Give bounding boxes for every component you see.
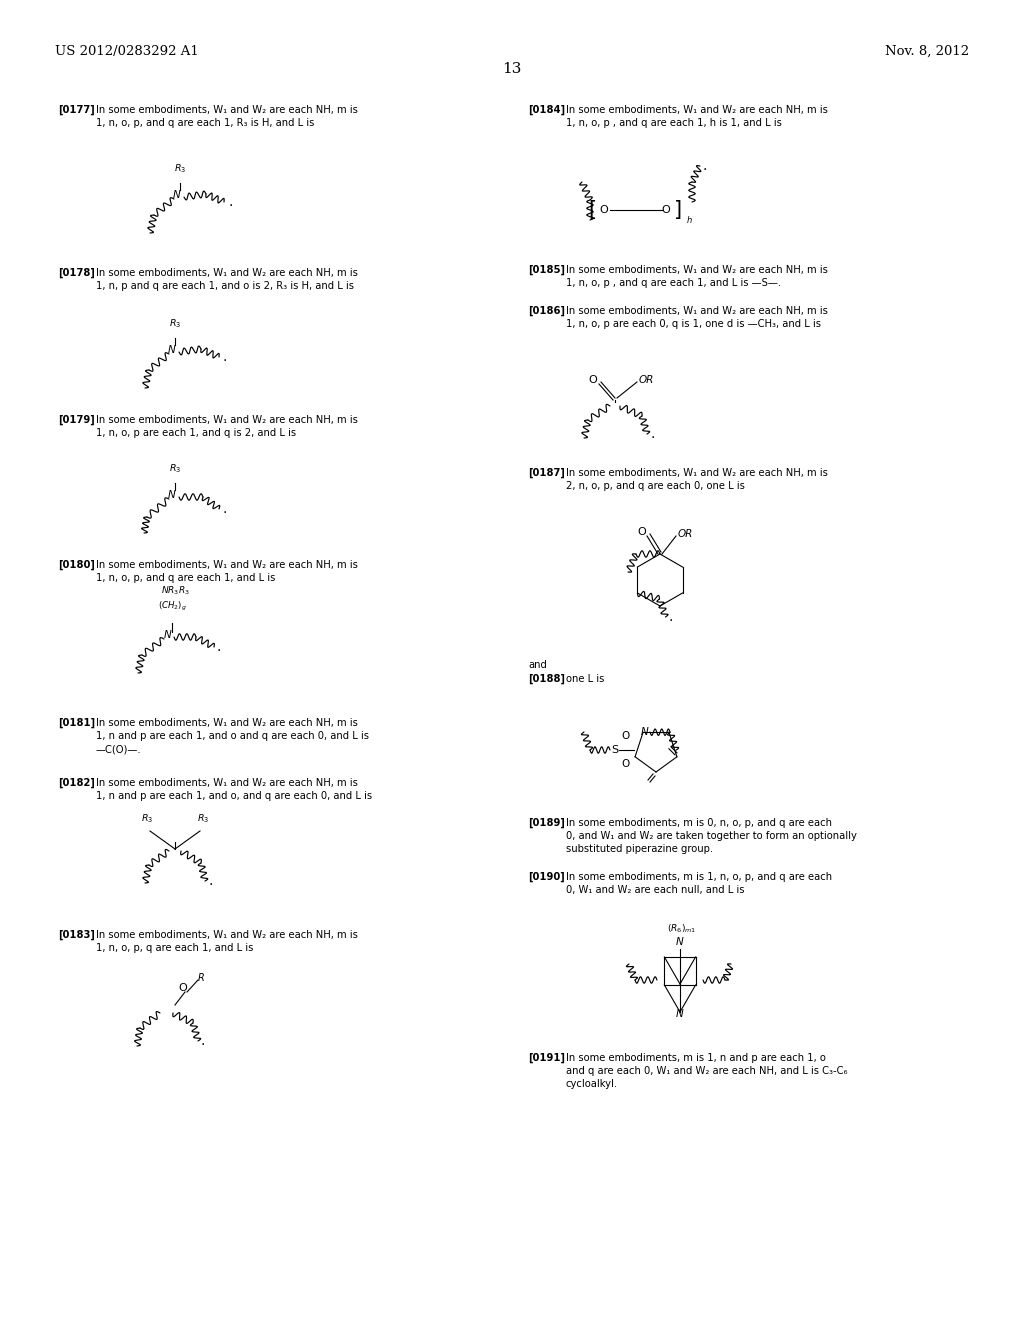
Text: [0179]: [0179] bbox=[58, 414, 95, 425]
Text: OR: OR bbox=[639, 375, 654, 385]
Text: In some embodiments, W₁ and W₂ are each NH, m is
1, n and p are each 1, and o an: In some embodiments, W₁ and W₂ are each … bbox=[96, 718, 369, 755]
Text: In some embodiments, W₁ and W₂ are each NH, m is
1, n, o, p , and q are each 1, : In some embodiments, W₁ and W₂ are each … bbox=[566, 265, 827, 288]
Text: O: O bbox=[600, 205, 608, 215]
Text: [0182]: [0182] bbox=[58, 777, 95, 788]
Text: [0177]: [0177] bbox=[58, 106, 95, 115]
Text: In some embodiments, m is 0, n, o, p, and q are each
0, and W₁ and W₂ are taken : In some embodiments, m is 0, n, o, p, an… bbox=[566, 818, 857, 854]
Text: In some embodiments, W₁ and W₂ are each NH, m is
1, n, o, p, and q are each 1, R: In some embodiments, W₁ and W₂ are each … bbox=[96, 106, 357, 128]
Text: N: N bbox=[676, 1008, 684, 1019]
Text: US 2012/0283292 A1: US 2012/0283292 A1 bbox=[55, 45, 199, 58]
Text: .: . bbox=[217, 640, 221, 653]
Text: .: . bbox=[209, 874, 213, 888]
Text: .: . bbox=[223, 350, 227, 364]
Text: O: O bbox=[178, 983, 187, 993]
Text: In some embodiments, W₁ and W₂ are each NH, m is
1, n, p and q are each 1, and o: In some embodiments, W₁ and W₂ are each … bbox=[96, 268, 357, 292]
Text: N: N bbox=[173, 190, 181, 201]
Text: $R_3$: $R_3$ bbox=[197, 813, 209, 825]
Text: N: N bbox=[168, 345, 176, 355]
Text: [0185]: [0185] bbox=[528, 265, 565, 276]
Text: N: N bbox=[641, 727, 649, 737]
Text: $R_3$: $R_3$ bbox=[169, 318, 181, 330]
Text: O: O bbox=[589, 375, 597, 385]
Text: OR: OR bbox=[678, 529, 693, 539]
Text: [0183]: [0183] bbox=[58, 931, 95, 940]
Text: O: O bbox=[638, 527, 646, 537]
Text: [0187]: [0187] bbox=[528, 469, 565, 478]
Text: N: N bbox=[676, 937, 684, 946]
Text: Nov. 8, 2012: Nov. 8, 2012 bbox=[885, 45, 969, 58]
Text: In some embodiments, m is 1, n, o, p, and q are each
0, W₁ and W₂ are each null,: In some embodiments, m is 1, n, o, p, an… bbox=[566, 873, 833, 895]
Text: $R_3$: $R_3$ bbox=[174, 162, 186, 176]
Text: In some embodiments, W₁ and W₂ are each NH, m is
1, n, o, p , and q are each 1, : In some embodiments, W₁ and W₂ are each … bbox=[566, 106, 827, 128]
Text: ]: ] bbox=[674, 201, 682, 220]
Text: [0190]: [0190] bbox=[528, 873, 565, 882]
Text: In some embodiments, W₁ and W₂ are each NH, m is
2, n, o, p, and q are each 0, o: In some embodiments, W₁ and W₂ are each … bbox=[566, 469, 827, 491]
Text: S: S bbox=[611, 744, 618, 755]
Text: [0178]: [0178] bbox=[58, 268, 95, 279]
Text: .: . bbox=[222, 502, 226, 516]
Text: 13: 13 bbox=[503, 62, 521, 77]
Text: R: R bbox=[198, 973, 205, 983]
Text: one L is: one L is bbox=[566, 675, 604, 684]
Text: $R_3$: $R_3$ bbox=[141, 813, 154, 825]
Text: In some embodiments, m is 1, n and p are each 1, o
and q are each 0, W₁ and W₂ a: In some embodiments, m is 1, n and p are… bbox=[566, 1053, 848, 1089]
Text: [0180]: [0180] bbox=[58, 560, 95, 570]
Text: .: . bbox=[650, 426, 654, 441]
Text: .: . bbox=[228, 195, 232, 209]
Text: $(CH_2)_g$: $(CH_2)_g$ bbox=[158, 599, 186, 612]
Text: [: [ bbox=[588, 201, 596, 220]
Text: O: O bbox=[622, 759, 630, 770]
Text: O: O bbox=[662, 205, 671, 215]
Text: .: . bbox=[703, 158, 708, 173]
Text: $R_3$: $R_3$ bbox=[169, 462, 181, 475]
Text: In some embodiments, W₁ and W₂ are each NH, m is
1, n, o, p are each 1, and q is: In some embodiments, W₁ and W₂ are each … bbox=[96, 414, 357, 438]
Text: [0189]: [0189] bbox=[528, 818, 565, 828]
Text: In some embodiments, W₁ and W₂ are each NH, m is
1, n, o, p, q are each 1, and L: In some embodiments, W₁ and W₂ are each … bbox=[96, 931, 357, 953]
Text: and: and bbox=[528, 660, 547, 671]
Text: N: N bbox=[164, 630, 172, 640]
Text: In some embodiments, W₁ and W₂ are each NH, m is
1, n, o, p, and q are each 1, a: In some embodiments, W₁ and W₂ are each … bbox=[96, 560, 357, 583]
Text: $NR_3R_3$: $NR_3R_3$ bbox=[161, 585, 189, 597]
Text: N: N bbox=[168, 490, 176, 500]
Text: In some embodiments, W₁ and W₂ are each NH, m is
1, n, o, p are each 0, q is 1, : In some embodiments, W₁ and W₂ are each … bbox=[566, 306, 827, 329]
Text: [0184]: [0184] bbox=[528, 106, 565, 115]
Text: [0186]: [0186] bbox=[528, 306, 565, 317]
Text: [0181]: [0181] bbox=[58, 718, 95, 729]
Text: O: O bbox=[622, 731, 630, 741]
Text: .: . bbox=[669, 610, 673, 624]
Text: .: . bbox=[201, 1034, 206, 1048]
Text: [0188]: [0188] bbox=[528, 675, 565, 684]
Text: In some embodiments, W₁ and W₂ are each NH, m is
1, n and p are each 1, and o, a: In some embodiments, W₁ and W₂ are each … bbox=[96, 777, 372, 801]
Text: $(R_6)_{m1}$: $(R_6)_{m1}$ bbox=[668, 923, 696, 935]
Text: h: h bbox=[687, 216, 692, 224]
Text: [0191]: [0191] bbox=[528, 1053, 565, 1064]
